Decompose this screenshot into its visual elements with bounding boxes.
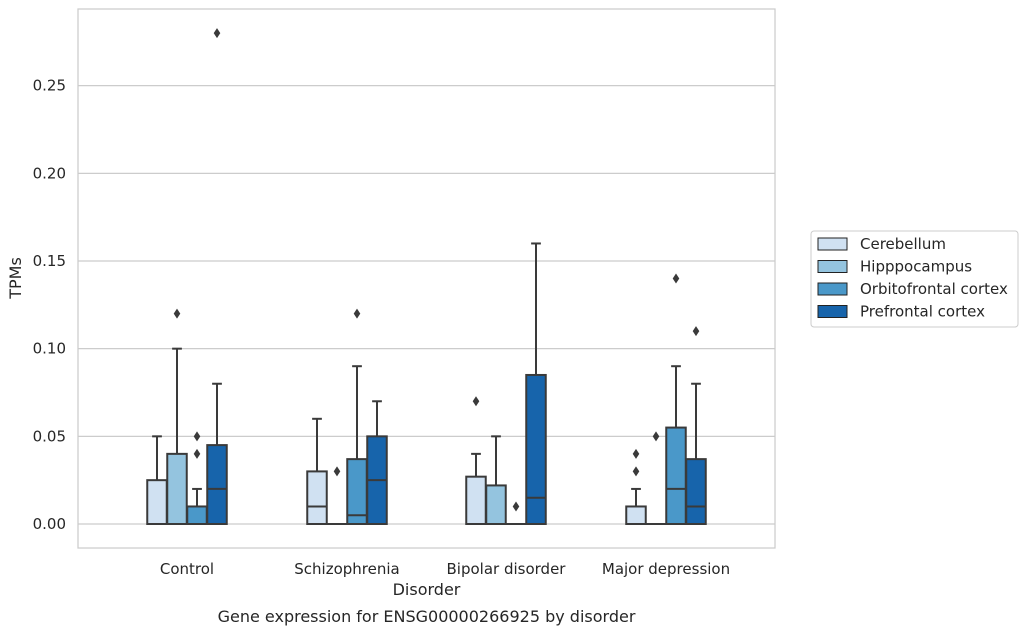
box	[485, 484, 507, 525]
box-group	[465, 396, 487, 525]
outlier-point	[213, 28, 221, 39]
outlier-point	[173, 308, 181, 319]
legend-frame	[810, 230, 1019, 328]
box-group	[327, 466, 347, 525]
box	[465, 475, 487, 525]
y-tick-label: 0.20	[33, 164, 66, 182]
box	[166, 452, 188, 526]
outlier-point	[632, 448, 640, 459]
x-tick-label: Bipolar disorder	[447, 560, 567, 578]
box-group	[525, 242, 547, 526]
box-group	[346, 308, 368, 525]
x-tick-label: Major depression	[602, 560, 730, 578]
outlier-point	[193, 448, 201, 459]
y-tick-label: 0.05	[33, 427, 66, 445]
box-group	[485, 435, 507, 525]
outlier-point	[472, 396, 480, 407]
legend-label: Cerebellum	[860, 235, 946, 253]
legend-swatch	[817, 282, 848, 296]
legend: Cerebellum Hipppocampus Orbitofrontal cort…	[810, 230, 1019, 328]
plot-area-frame	[77, 8, 776, 549]
outlier-point	[333, 466, 341, 477]
legend-label: Hipppocampus	[860, 258, 972, 276]
box-group	[166, 308, 188, 526]
box-group	[685, 326, 707, 525]
box	[625, 505, 647, 526]
box-group	[646, 431, 666, 525]
y-tick-labels: 0.00 0.05 0.10 0.15 0.20 0.25	[33, 77, 66, 533]
box	[665, 426, 687, 526]
legend-swatch	[817, 237, 848, 251]
outlier-point	[353, 308, 361, 319]
box	[525, 373, 547, 526]
box-group	[206, 28, 228, 525]
box	[306, 470, 328, 525]
chart-caption: Gene expression for ENSG00000266925 by d…	[218, 607, 636, 626]
box-group	[665, 273, 687, 526]
box-group	[366, 400, 388, 525]
outlier-point	[632, 466, 640, 477]
outlier-point	[193, 431, 201, 442]
box	[146, 479, 168, 526]
box-group	[625, 448, 647, 526]
outlier-point	[672, 273, 680, 284]
legend-swatch	[817, 305, 848, 318]
x-tick-labels: Control Schizophrenia Bipolar disorder Majo…	[160, 560, 730, 578]
y-axis-title: TPMs	[6, 257, 25, 300]
box	[186, 505, 208, 526]
box	[685, 458, 707, 525]
y-tick-label: 0.10	[33, 340, 66, 358]
outlier-point	[512, 501, 520, 512]
legend-label: Orbitofrontal cortex	[860, 280, 1008, 298]
y-tick-label: 0.25	[33, 77, 66, 95]
x-tick-label: Control	[160, 560, 214, 578]
y-tick-label: 0.15	[33, 252, 66, 270]
legend-swatch	[817, 260, 848, 273]
box-group	[146, 435, 168, 526]
box-group	[506, 501, 526, 525]
box-group	[306, 417, 328, 525]
y-tick-label: 0.00	[33, 515, 66, 533]
outlier-point	[692, 326, 700, 337]
box-group	[186, 431, 208, 526]
legend-items: Cerebellum Hipppocampus Orbitofrontal cort…	[817, 235, 1008, 321]
box	[206, 444, 228, 525]
legend-label: Prefrontal cortex	[860, 303, 985, 321]
outlier-point	[652, 431, 660, 442]
x-axis-title: Disorder	[393, 580, 461, 599]
x-tick-label: Schizophrenia	[294, 560, 399, 578]
box-plot-marks	[146, 28, 707, 526]
